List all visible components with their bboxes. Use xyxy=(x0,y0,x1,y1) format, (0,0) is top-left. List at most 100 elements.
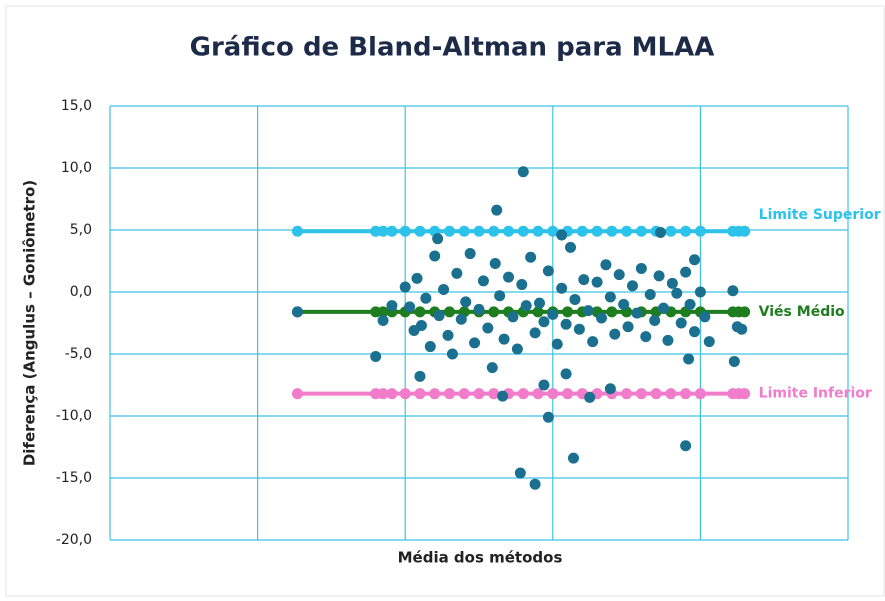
data-point xyxy=(507,311,519,323)
data-point xyxy=(429,250,441,262)
line-marker xyxy=(488,388,500,400)
data-point xyxy=(635,262,647,274)
data-point xyxy=(591,276,603,288)
data-point xyxy=(498,333,510,345)
data-point xyxy=(538,316,550,328)
data-point xyxy=(688,326,700,338)
data-point xyxy=(424,341,436,353)
line-marker xyxy=(606,306,618,318)
data-point xyxy=(497,390,509,402)
data-point xyxy=(482,322,494,334)
data-point xyxy=(680,266,692,278)
y-tick-label: 10,0 xyxy=(61,160,92,176)
data-point xyxy=(680,440,692,452)
x-axis-title: Média dos métodos xyxy=(398,549,563,567)
line-marker xyxy=(739,225,751,237)
line-marker xyxy=(291,388,303,400)
data-point xyxy=(529,327,541,339)
data-point xyxy=(542,265,554,277)
data-point xyxy=(517,166,529,178)
data-point xyxy=(627,280,639,292)
data-point xyxy=(584,391,596,403)
data-point xyxy=(542,411,554,423)
data-point xyxy=(370,350,382,362)
data-point xyxy=(604,383,616,395)
data-point xyxy=(433,310,445,322)
data-point xyxy=(491,204,503,216)
data-point xyxy=(653,270,665,282)
data-point xyxy=(415,319,427,331)
data-point xyxy=(460,296,472,308)
line-marker xyxy=(694,225,706,237)
line-marker xyxy=(591,225,603,237)
data-point xyxy=(451,267,463,279)
data-point xyxy=(411,272,423,284)
data-point xyxy=(386,300,398,312)
data-point xyxy=(622,321,634,333)
data-point xyxy=(613,269,625,281)
data-point xyxy=(587,336,599,348)
line-label: Viés Médio xyxy=(759,304,845,320)
data-point xyxy=(529,478,541,490)
y-tick-label: 0,0 xyxy=(70,284,92,300)
line-marker xyxy=(739,388,751,400)
y-tick-label: 5,0 xyxy=(70,222,92,238)
line-marker xyxy=(377,388,389,400)
y-tick-label: -20,0 xyxy=(56,532,92,548)
line-marker xyxy=(414,388,426,400)
data-point xyxy=(560,368,572,380)
line-marker xyxy=(386,388,398,400)
line-marker xyxy=(517,388,529,400)
line-marker xyxy=(414,306,426,318)
line-marker xyxy=(680,388,692,400)
line-marker xyxy=(517,225,529,237)
line-marker xyxy=(739,306,751,318)
data-point xyxy=(473,303,485,315)
line-marker xyxy=(562,388,574,400)
data-point xyxy=(455,313,467,325)
data-point xyxy=(511,343,523,355)
data-point xyxy=(534,297,546,309)
data-point xyxy=(291,306,303,318)
chart-frame xyxy=(5,5,885,597)
data-point xyxy=(666,277,678,289)
line-marker xyxy=(532,225,544,237)
data-point xyxy=(655,226,667,238)
data-point xyxy=(556,229,568,241)
data-point xyxy=(604,291,616,303)
line-marker xyxy=(473,388,485,400)
data-point xyxy=(731,321,743,333)
data-point xyxy=(399,281,411,293)
data-point xyxy=(631,307,643,319)
data-point xyxy=(609,328,621,340)
data-point xyxy=(514,467,526,479)
data-point xyxy=(469,337,481,349)
line-marker xyxy=(547,225,559,237)
data-point xyxy=(414,370,426,382)
data-point xyxy=(640,331,652,343)
data-point xyxy=(446,348,458,360)
line-marker xyxy=(665,225,677,237)
data-point xyxy=(699,311,711,323)
data-point xyxy=(684,298,696,310)
data-point xyxy=(547,308,559,320)
chart-title: Gráfico de Bland-Altman para MLAA xyxy=(190,33,715,63)
data-point xyxy=(644,288,656,300)
data-point xyxy=(432,233,444,245)
data-point xyxy=(516,279,528,291)
data-point xyxy=(618,298,630,310)
data-point xyxy=(658,302,669,314)
line-marker xyxy=(694,388,706,400)
data-point xyxy=(596,312,608,324)
line-label: Limite Inferior xyxy=(759,386,872,402)
line-marker xyxy=(665,388,677,400)
data-point xyxy=(556,282,568,294)
line-marker xyxy=(621,225,633,237)
data-point xyxy=(464,248,476,260)
line-marker xyxy=(503,225,515,237)
data-point xyxy=(662,334,674,346)
data-point xyxy=(688,254,700,266)
line-marker xyxy=(532,306,544,318)
y-tick-label: -15,0 xyxy=(56,470,92,486)
data-point xyxy=(503,271,515,283)
